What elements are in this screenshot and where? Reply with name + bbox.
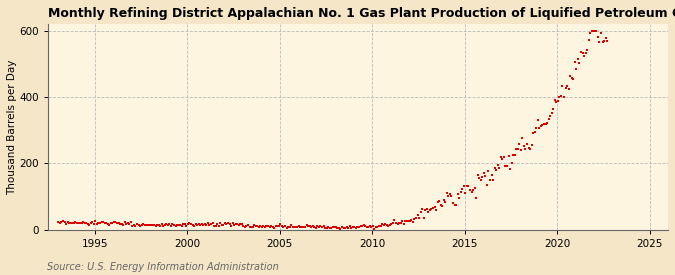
Text: Source: U.S. Energy Information Administration: Source: U.S. Energy Information Administ… bbox=[47, 262, 279, 272]
Y-axis label: Thousand Barrels per Day: Thousand Barrels per Day bbox=[7, 59, 17, 194]
Text: Monthly Refining District Appalachian No. 1 Gas Plant Production of Liquified Pe: Monthly Refining District Appalachian No… bbox=[49, 7, 675, 20]
